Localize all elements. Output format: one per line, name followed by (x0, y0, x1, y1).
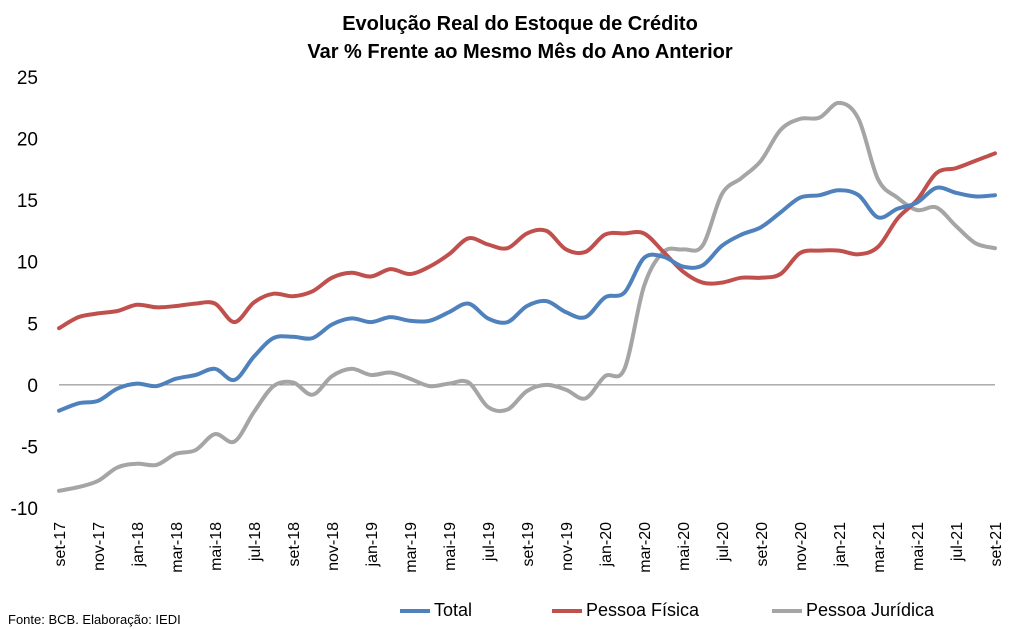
y-tick-label: -10 (11, 499, 38, 520)
x-tick-label: mai-21 (910, 522, 927, 571)
legend-swatch-total (400, 608, 430, 613)
x-tick-label: jan-20 (598, 522, 615, 568)
x-tick-label: set-20 (754, 522, 771, 567)
legend-label-total: Total (434, 600, 473, 620)
series-line-total (57, 185, 997, 413)
line-chart: 25 20 15 10 5 0 -5 -10 set-17 nov-17 jan-18 mar-18… (11, 68, 1005, 573)
legend-item-pessoa-fisica: Pessoa Física (552, 600, 699, 621)
y-tick-label: 10 (17, 253, 38, 274)
y-tick-label: 0 (27, 376, 38, 397)
x-tick-label: set-17 (52, 522, 69, 567)
y-tick-label: 25 (17, 68, 38, 89)
y-tick-label: -5 (21, 437, 38, 458)
x-tick-label: nov-20 (793, 522, 810, 571)
y-tick-label: 5 (27, 314, 38, 335)
x-tick-label: set-21 (988, 522, 1005, 567)
x-tick-label: jul-21 (949, 522, 966, 562)
x-tick-label: jul-19 (481, 522, 498, 562)
legend-item-total: Total (400, 600, 472, 621)
legend: Total Pessoa Física Pessoa Jurídica (0, 600, 1011, 626)
x-tick-label: nov-17 (91, 522, 108, 571)
chart-subtitle: Var % Frente ao Mesmo Mês do Ano Anterio… (307, 41, 733, 63)
x-tick-label: jul-18 (247, 522, 264, 562)
x-tick-label: nov-19 (559, 522, 576, 571)
legend-item-pessoa-juridica: Pessoa Jurídica (772, 600, 934, 621)
x-axis-ticks: set-17 nov-17 jan-18 mar-18 mai-18 jul-18 set-… (52, 522, 1005, 573)
series-line-pessoa-jur-dica (57, 100, 997, 493)
y-tick-label: 20 (17, 130, 38, 151)
x-tick-label: jan-18 (130, 522, 147, 568)
chart-title-block: Evolução Real do Estoque de Crédito Var … (0, 10, 1011, 66)
x-tick-label: mar-21 (871, 522, 888, 573)
x-tick-label: jan-19 (364, 522, 381, 568)
legend-label-pessoa-juridica: Pessoa Jurídica (806, 600, 935, 620)
source-note: Fonte: BCB. Elaboração: IEDI (8, 612, 181, 627)
x-tick-label: jul-20 (715, 522, 732, 562)
x-tick-label: set-18 (286, 522, 303, 567)
y-tick-label: 15 (17, 191, 38, 212)
series-line-pessoa-f-sica (57, 151, 997, 331)
x-tick-label: mai-20 (676, 522, 693, 571)
x-tick-label: mar-18 (169, 522, 186, 573)
chart-title: Evolução Real do Estoque de Crédito (342, 13, 698, 35)
y-axis-ticks: 25 20 15 10 5 0 -5 -10 (11, 68, 38, 520)
legend-swatch-pessoa-fisica (552, 608, 582, 613)
legend-label-pessoa-fisica: Pessoa Física (586, 600, 700, 620)
x-tick-label: nov-18 (325, 522, 342, 571)
legend-swatch-pessoa-juridica (772, 608, 802, 613)
x-tick-label: jan-21 (832, 522, 849, 568)
x-tick-label: mar-19 (403, 522, 420, 573)
x-tick-label: mai-18 (208, 522, 225, 571)
x-tick-label: set-19 (520, 522, 537, 567)
series-lines (57, 100, 997, 493)
x-tick-label: mai-19 (442, 522, 459, 571)
x-tick-label: mar-20 (637, 522, 654, 573)
